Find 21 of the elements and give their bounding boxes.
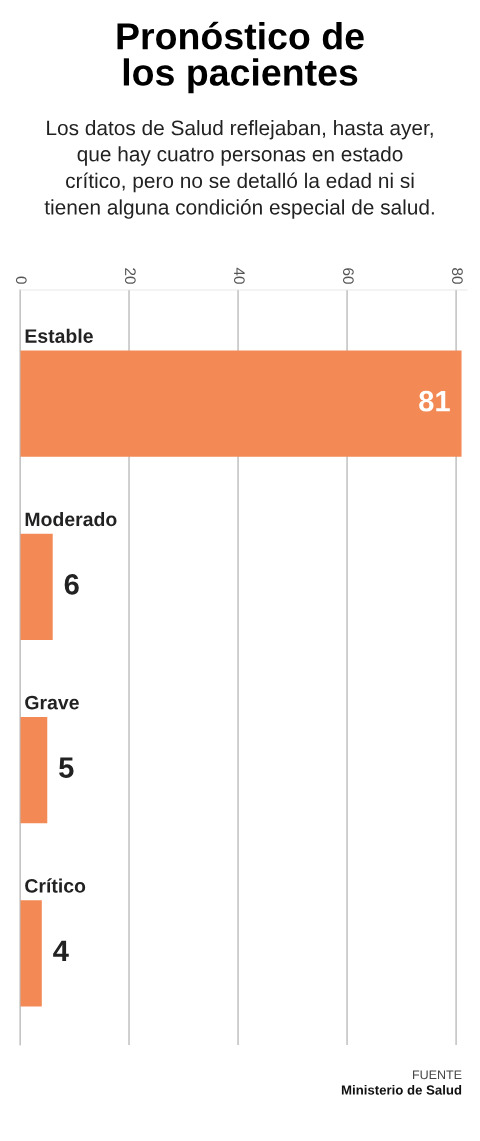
bar bbox=[20, 350, 462, 457]
y-tick-label: Moderado bbox=[25, 511, 117, 527]
bar bbox=[20, 900, 42, 1007]
x-tick-label: 0 bbox=[15, 276, 27, 284]
chart-title: Pronóstico de los pacientes bbox=[117, 21, 364, 94]
data-label: 81 bbox=[419, 390, 450, 412]
bar bbox=[20, 533, 53, 641]
y-tick-label: Estable bbox=[25, 328, 93, 343]
y-tick-label: Crítico bbox=[25, 878, 86, 893]
data-label: 4 bbox=[53, 940, 69, 961]
bar bbox=[20, 716, 48, 824]
x-tick-label: 20 bbox=[124, 268, 136, 284]
y-tick-label: Grave bbox=[25, 695, 79, 710]
chart-subtitle: Los datos de Salud reflejaban, hasta ayer, que hay cuatro personas en estado crítico, pero no se detalló la edad ni si tienen alguna condición especial de salud. bbox=[44, 120, 434, 219]
text: Ministerio de Salud bbox=[341, 1085, 462, 1095]
data-label: 5 bbox=[59, 757, 74, 778]
x-tick-label: 60 bbox=[342, 268, 354, 284]
text: FUENTE bbox=[413, 1070, 462, 1080]
data-label: 6 bbox=[64, 574, 79, 595]
x-tick-label: 80 bbox=[452, 268, 463, 284]
x-tick-label: 40 bbox=[233, 267, 245, 284]
